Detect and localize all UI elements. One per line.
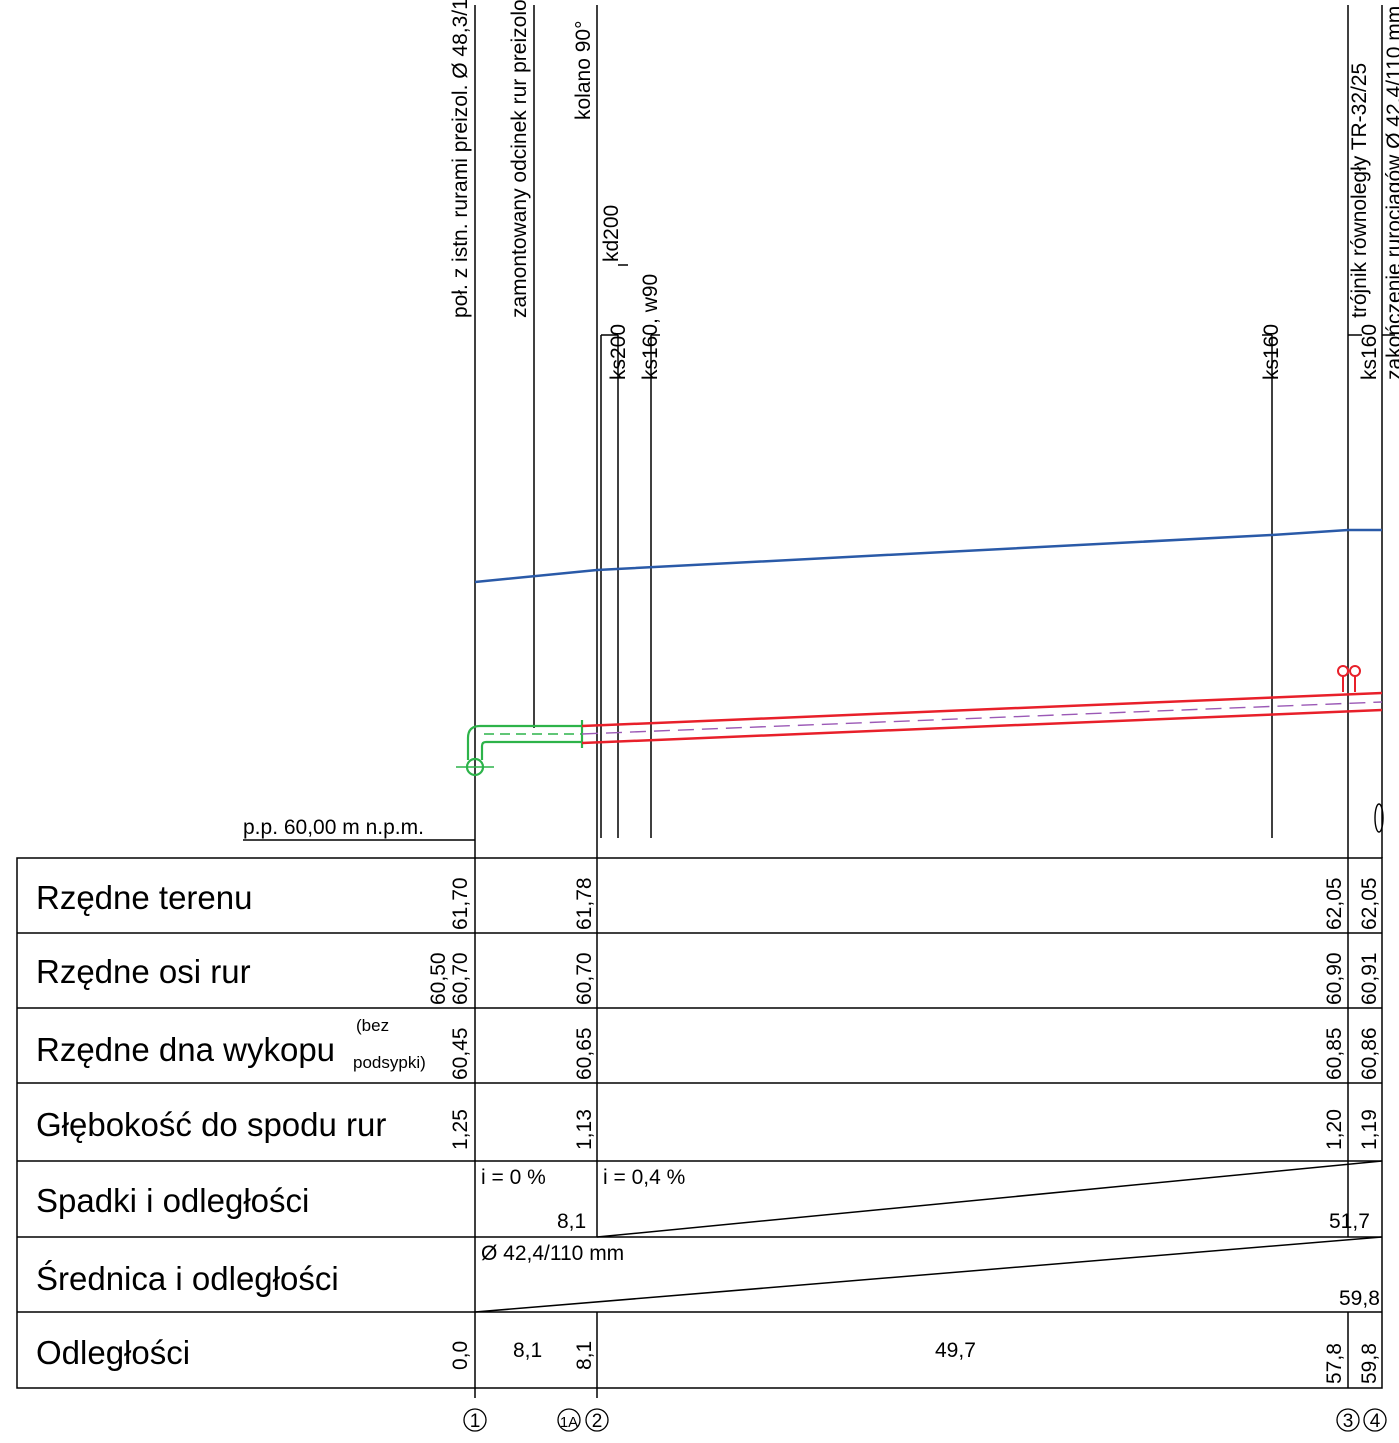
slope-distance-1: 8,1 (557, 1210, 586, 1233)
annotation-mounted-section: zamontowany odcinek rur preizolowanych (508, 0, 531, 318)
terrain-value: 62,05 (1358, 877, 1381, 930)
row-label-diameter: Średnica i odległości (36, 1259, 339, 1297)
node-label: 3 (1343, 1411, 1354, 1432)
annotation-ks160-b: ks160 (1358, 324, 1381, 380)
row-label-pipe-axis: Rzędne osi rur (36, 953, 251, 990)
node-label: 2 (592, 1411, 603, 1432)
datum-label: p.p. 60,00 m n.p.m. (243, 816, 424, 839)
pipe-axis-value: 60,50 (427, 952, 450, 1005)
depth-value: 1,19 (1358, 1109, 1381, 1150)
station-lines (474, 5, 1395, 838)
terrain-value: 61,78 (573, 877, 596, 930)
annotation-connection: poł. z istn. rurami preizol. Ø 48,3/110 … (449, 0, 472, 318)
terrain-line (474, 528, 1382, 584)
profile-table (16, 838, 1383, 1398)
slope-distance-2: 51,7 (1329, 1210, 1370, 1233)
annotation-kd200: kd200 (600, 205, 623, 262)
pipe-axis-value: 60,91 (1358, 952, 1381, 1005)
trench-bottom-value: 60,45 (449, 1027, 472, 1080)
pipe-axis-value: 60,90 (1323, 952, 1346, 1005)
trench-bottom-value: 60,86 (1358, 1027, 1381, 1080)
annotation-ks160-a: ks160 (1260, 324, 1283, 380)
node-label: 1 (470, 1411, 481, 1432)
pipe-end-cap (1374, 803, 1384, 833)
trench-bottom-value: 60,65 (573, 1027, 596, 1080)
annotation-ks200: ks200 (607, 324, 630, 380)
distance-value: 49,7 (935, 1339, 976, 1362)
row-label-distances: Odległości (36, 1334, 190, 1371)
distance-value: 59,8 (1358, 1343, 1381, 1384)
depth-value: 1,13 (573, 1109, 596, 1150)
terrain-value: 61,70 (449, 877, 472, 930)
row-label-trench-bottom: Rzędne dna wykopu (36, 1031, 335, 1068)
pipe-axis-value: 60,70 (449, 952, 472, 1005)
pipe-axis-value: 60,70 (573, 952, 596, 1005)
node-label: 1A (560, 1414, 578, 1431)
distance-value: 0,0 (449, 1341, 472, 1370)
row-label-depth: Głębokość do spodu rur (36, 1106, 386, 1143)
diameter-value: Ø 42,4/110 mm (481, 1242, 624, 1265)
node-markers (463, 1408, 1387, 1432)
depth-value: 1,25 (449, 1109, 472, 1150)
slope-1: i = 0 % (481, 1166, 546, 1189)
row-label-terrain: Rzędne terenu (36, 879, 252, 916)
distance-value: 57,8 (1323, 1343, 1346, 1384)
depth-value: 1,20 (1323, 1109, 1346, 1150)
annotation-tee: trójnik równoległy TR-32/25 (1348, 63, 1371, 318)
row-label-slopes: Spadki i odległości (36, 1182, 309, 1219)
annotation-ks160-w90: ks160, w90 (639, 274, 662, 380)
trench-note-b: podsypki) (353, 1053, 426, 1072)
node-label: 4 (1370, 1411, 1381, 1432)
diameter-distance: 59,8 (1339, 1287, 1380, 1310)
red-pipe-section (581, 665, 1383, 745)
terrain-value: 62,05 (1323, 877, 1346, 930)
trench-note-a: (bez (356, 1016, 389, 1035)
distance-value: 8,1 (513, 1339, 542, 1362)
trench-bottom-value: 60,85 (1323, 1027, 1346, 1080)
annotation-end: zakończenie rurociągów Ø 42,4/110 mm (1383, 6, 1399, 380)
distance-value: 8,1 (573, 1341, 596, 1370)
annotation-elbow: kolano 90° (572, 21, 595, 120)
slope-2: i = 0,4 % (603, 1166, 685, 1189)
